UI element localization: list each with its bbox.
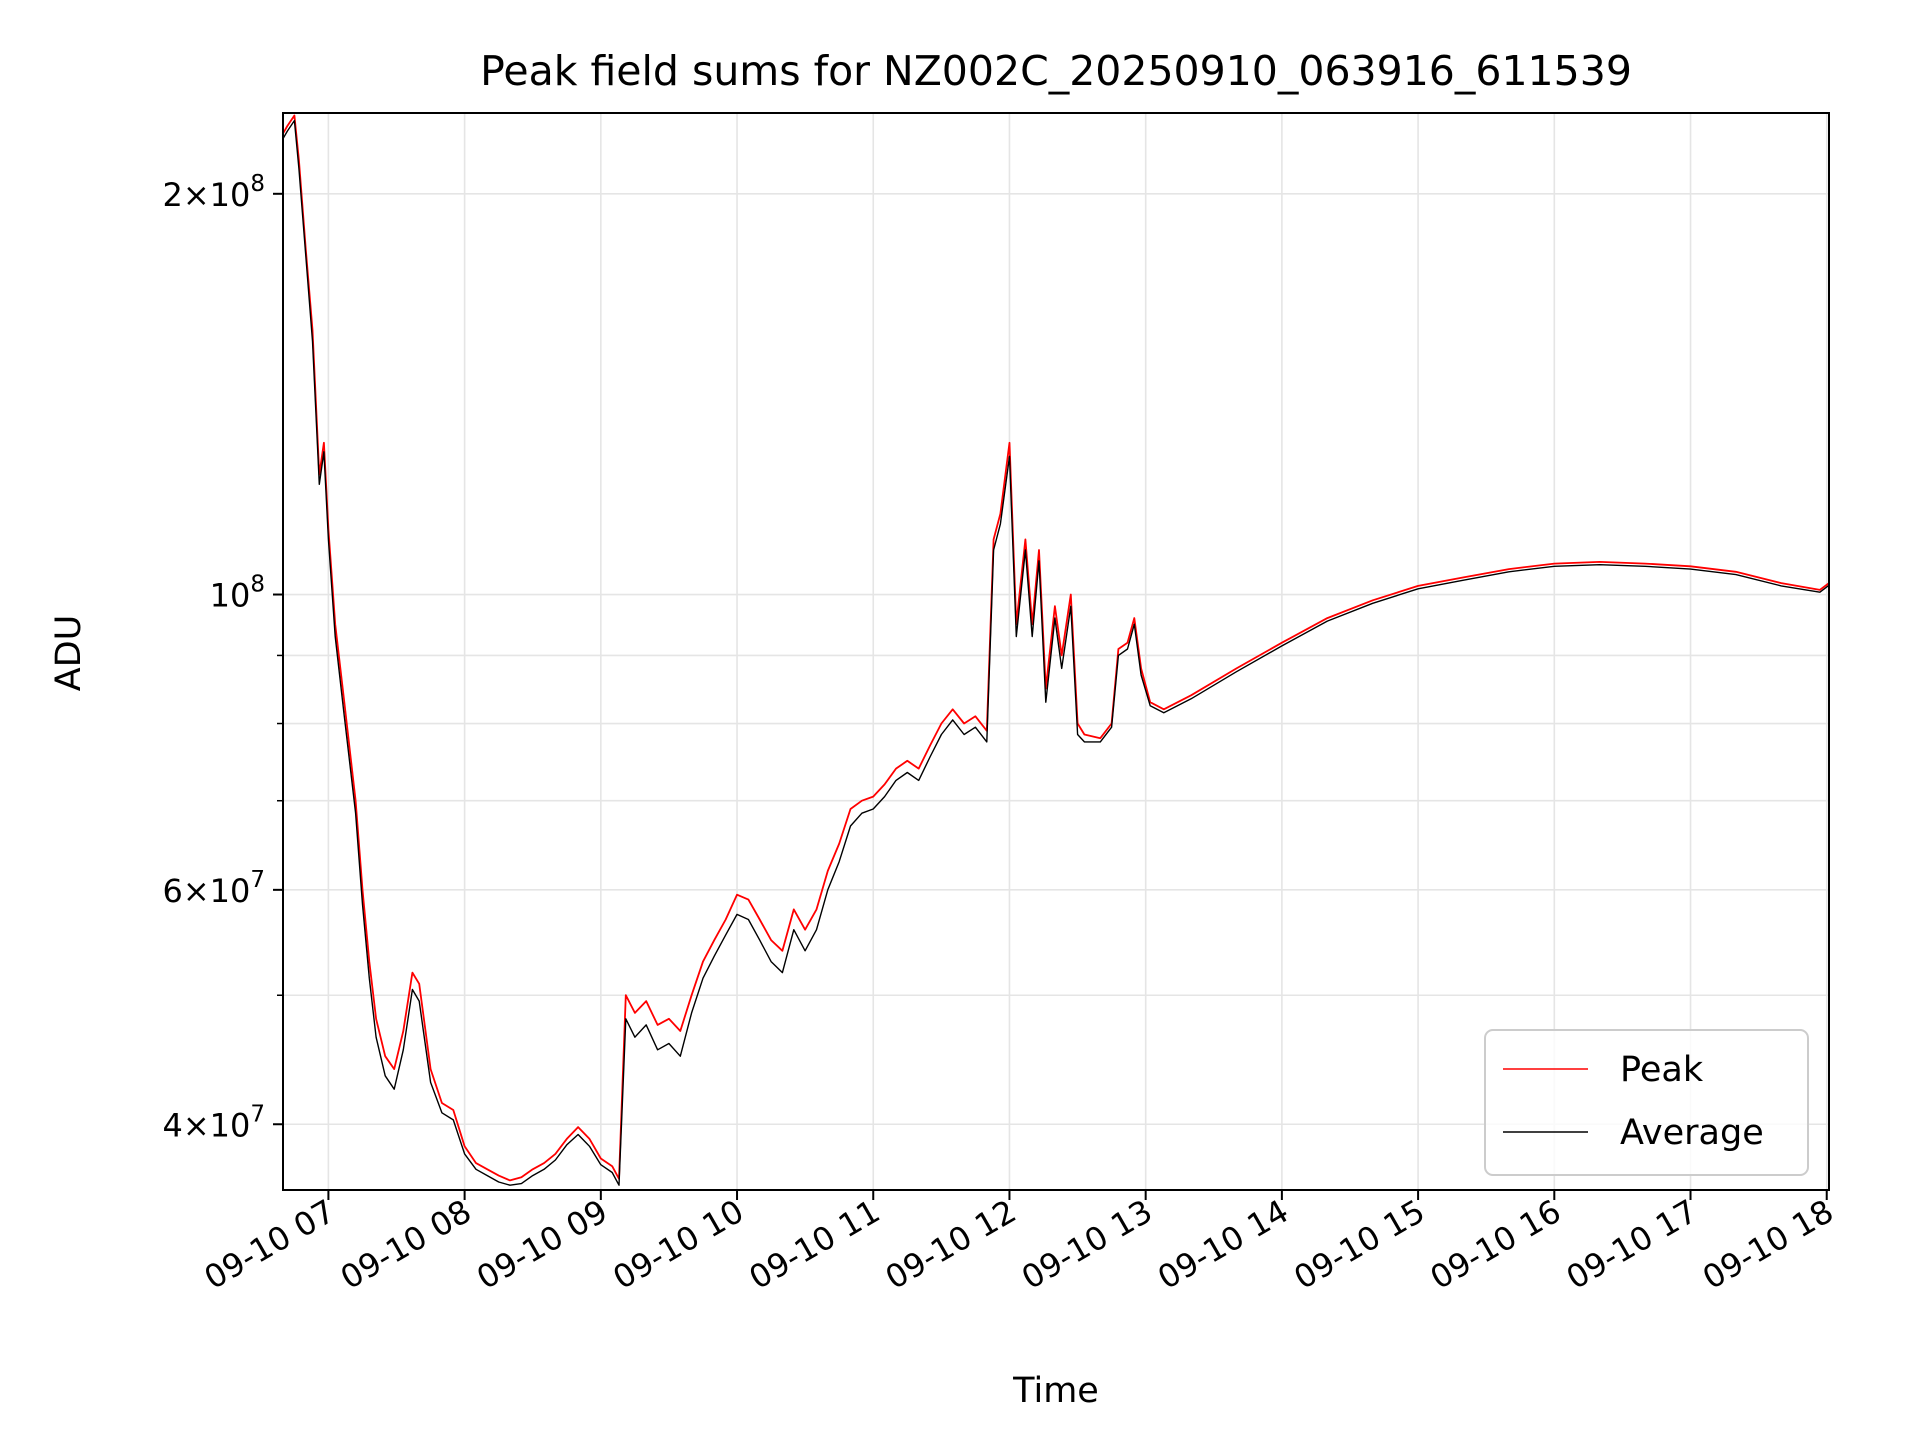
- legend-box: [1484, 1029, 1809, 1176]
- y-tick-mantissa: 2×10: [162, 176, 250, 214]
- y-tick-label: 2×108: [162, 171, 265, 214]
- legend-label-average: Average: [1620, 1113, 1764, 1153]
- y-tick-exponent: 8: [250, 572, 265, 598]
- y-tick-label: 6×107: [162, 867, 265, 910]
- y-tick-exponent: 7: [250, 867, 265, 893]
- x-axis-label: Time: [1012, 1371, 1099, 1411]
- y-tick-mantissa: 10: [210, 577, 251, 615]
- legend: Peak Average: [1484, 1029, 1809, 1176]
- y-tick-mantissa: 6×10: [162, 872, 250, 910]
- y-tick-exponent: 8: [250, 171, 265, 197]
- series-lines: [283, 114, 1829, 1186]
- series-line-average: [283, 119, 1829, 1186]
- y-tick-exponent: 7: [250, 1101, 265, 1127]
- y-tick-label: 4×107: [162, 1101, 265, 1144]
- series-line-peak: [283, 114, 1829, 1182]
- y-tick-mantissa: 4×10: [162, 1106, 250, 1144]
- chart-title: Peak field sums for NZ002C_20250910_0639…: [480, 47, 1632, 95]
- legend-label-peak: Peak: [1620, 1050, 1704, 1090]
- grid: [283, 113, 1829, 1190]
- plot-area-frame: [282, 112, 1830, 1191]
- y-tick-label: 108: [210, 572, 265, 615]
- y-axis-label: ADU: [49, 615, 89, 692]
